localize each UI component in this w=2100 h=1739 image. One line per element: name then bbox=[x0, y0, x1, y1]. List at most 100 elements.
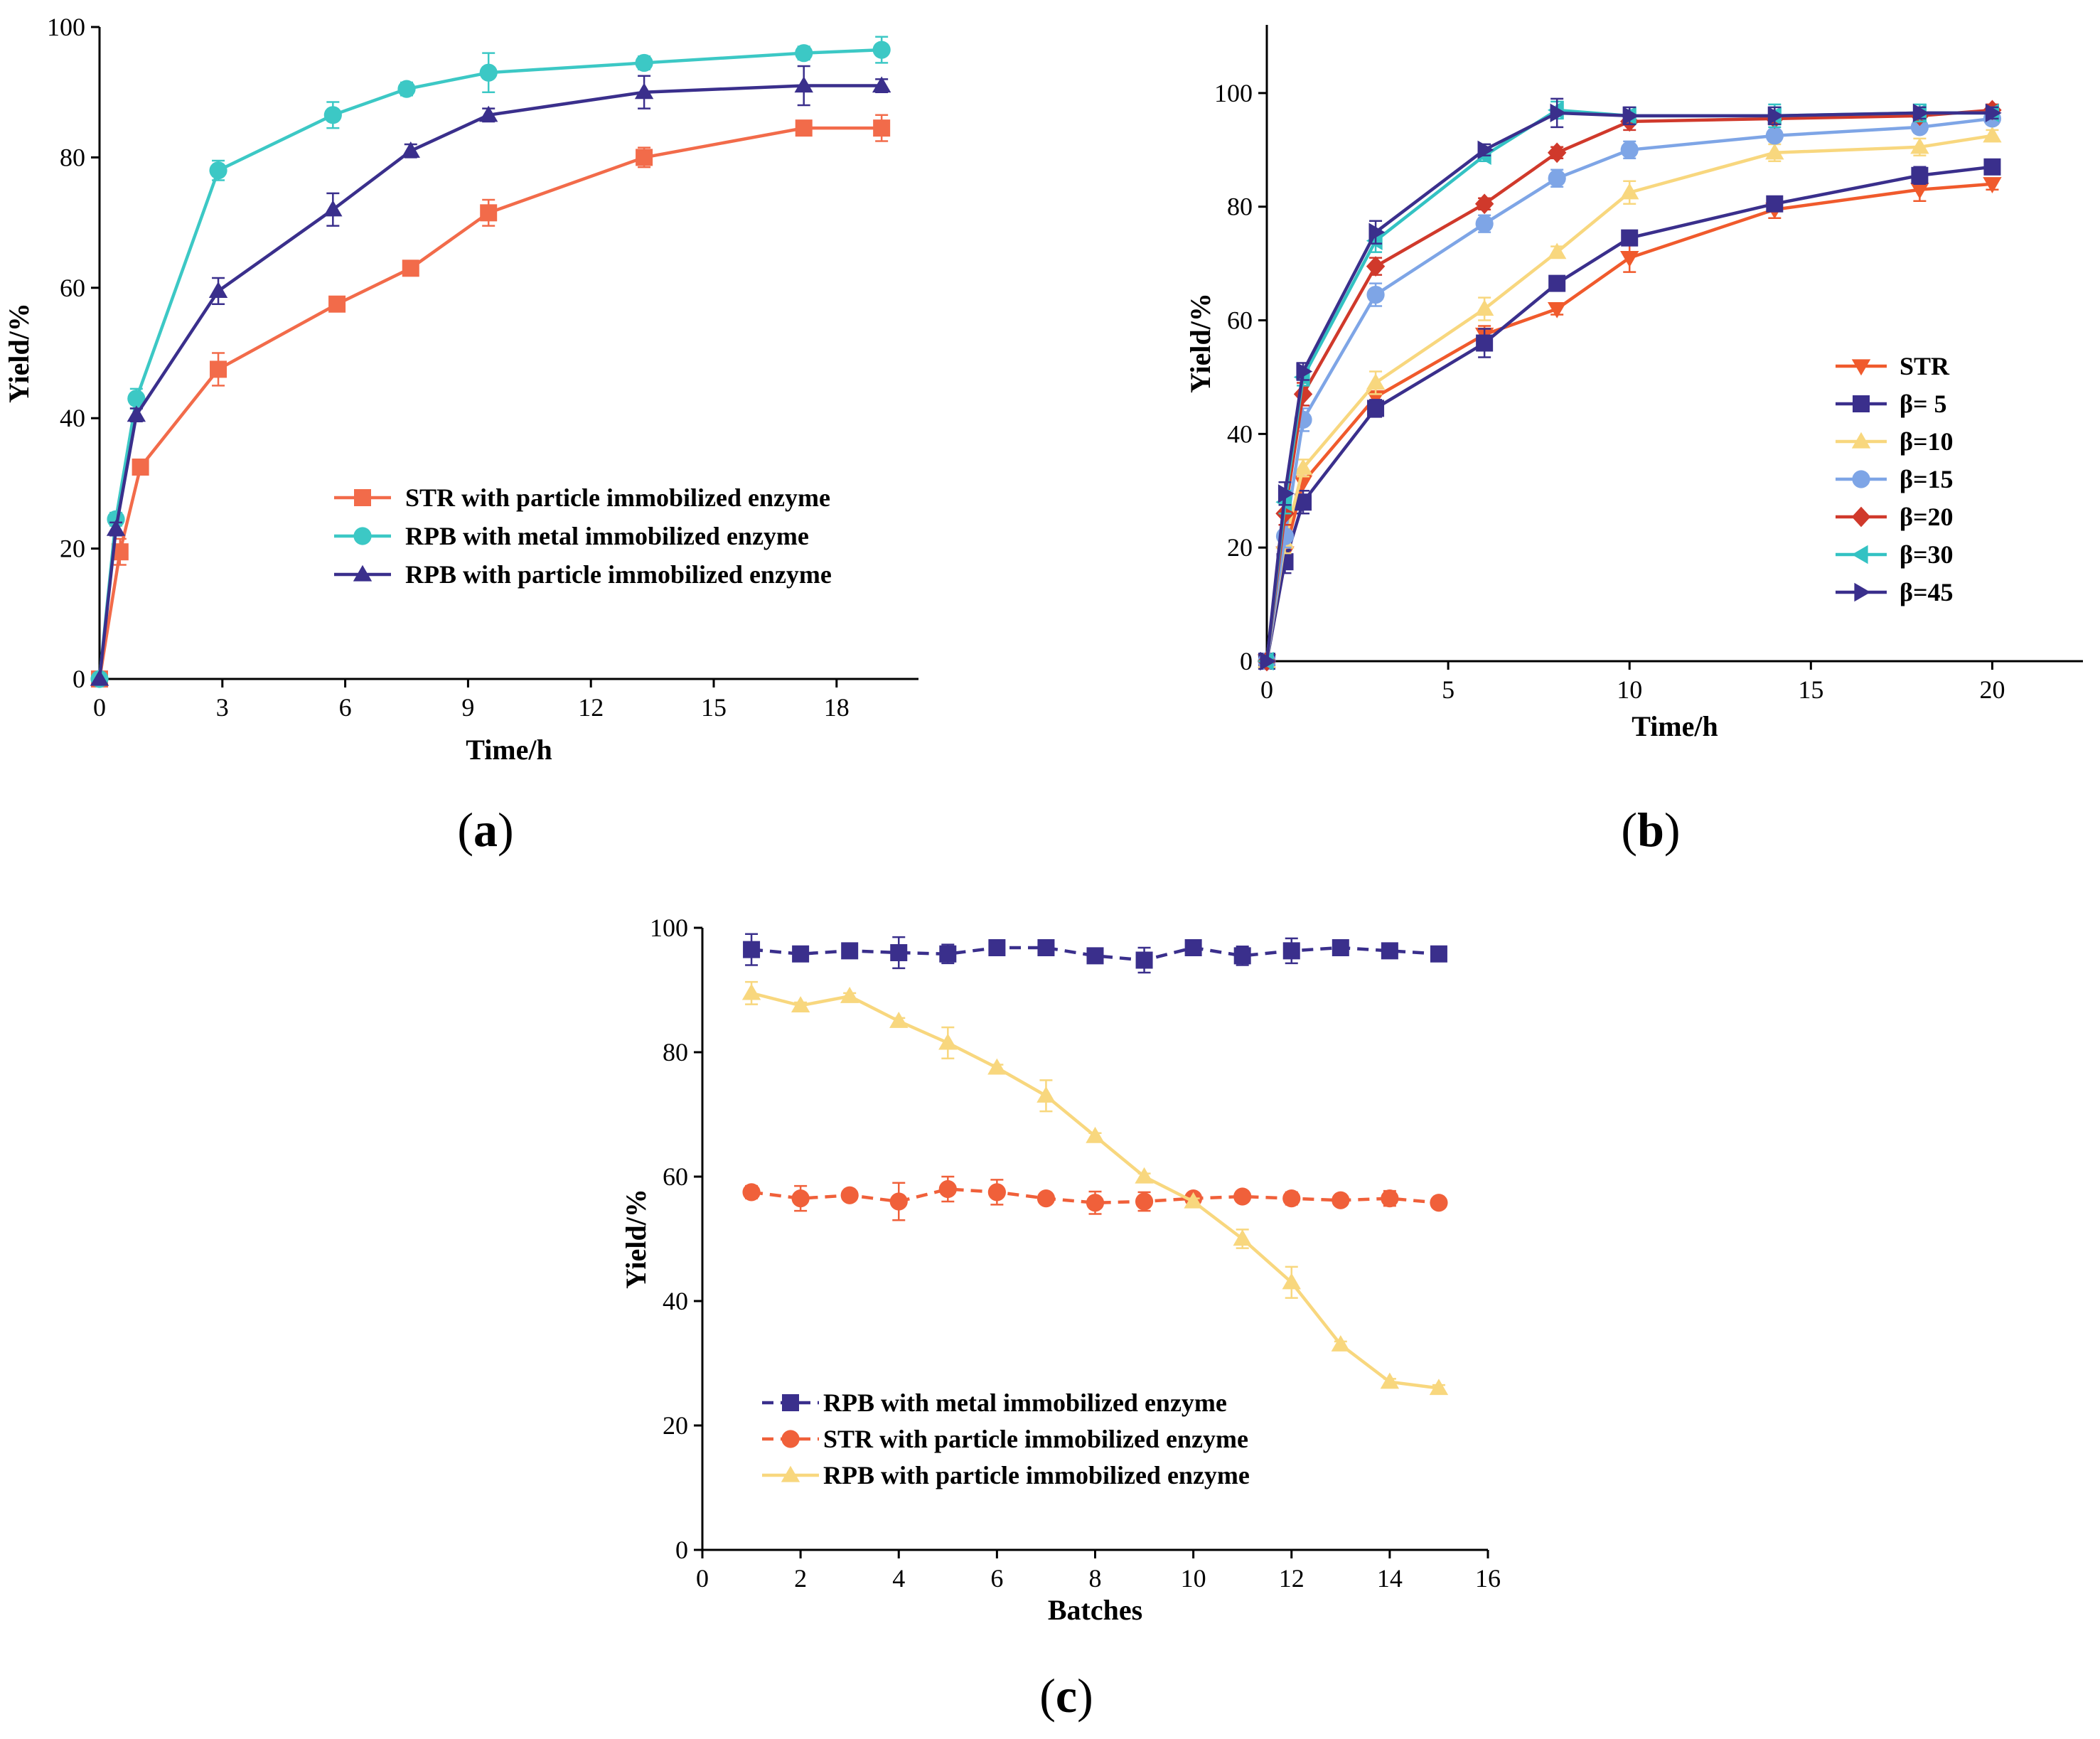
data-point bbox=[741, 983, 761, 1000]
y-axis-label: Yield/% bbox=[3, 303, 35, 403]
data-point bbox=[1367, 400, 1385, 417]
legend-entry: β=45 bbox=[1900, 578, 1953, 606]
data-point bbox=[208, 282, 228, 298]
data-point bbox=[1430, 945, 1447, 963]
legend-marker bbox=[1851, 432, 1871, 449]
data-point bbox=[323, 200, 343, 217]
series-line bbox=[1265, 165, 1993, 662]
x-tick-label: 0 bbox=[1260, 675, 1273, 704]
data-point bbox=[636, 149, 653, 166]
data-point bbox=[1983, 126, 2002, 143]
data-point bbox=[792, 945, 810, 963]
series-3 bbox=[741, 980, 1449, 1396]
y-axis-label: Yield/% bbox=[1184, 293, 1216, 393]
y-tick-label: 60 bbox=[1227, 306, 1253, 335]
data-point bbox=[1135, 951, 1153, 969]
y-tick-label: 100 bbox=[47, 13, 85, 41]
y-tick-label: 60 bbox=[60, 274, 85, 302]
x-tick-label: 0 bbox=[696, 1564, 709, 1593]
x-tick-label: 8 bbox=[1089, 1564, 1102, 1593]
y-tick-label: 40 bbox=[60, 404, 85, 432]
data-point bbox=[1767, 106, 1784, 126]
data-point bbox=[791, 1189, 810, 1208]
legend: STR with particle immobilized enzyme RPB … bbox=[334, 483, 832, 589]
data-point bbox=[1282, 1273, 1301, 1290]
series-line bbox=[751, 1187, 1440, 1205]
data-point bbox=[1765, 127, 1784, 145]
data-point bbox=[635, 53, 653, 73]
data-point bbox=[1910, 118, 1929, 137]
data-point bbox=[1381, 942, 1398, 960]
y-tick-label: 0 bbox=[675, 1536, 688, 1564]
data-point bbox=[1366, 256, 1386, 277]
data-point bbox=[1550, 103, 1567, 123]
data-point bbox=[1086, 1194, 1105, 1212]
x-tick-label: 2 bbox=[794, 1564, 807, 1593]
legend-marker bbox=[782, 1394, 799, 1411]
series-line bbox=[97, 84, 882, 680]
x-tick-label: 14 bbox=[1377, 1564, 1403, 1593]
series-line bbox=[1265, 111, 1993, 662]
data-point bbox=[1366, 231, 1383, 250]
data-point bbox=[397, 80, 416, 98]
data-point bbox=[1381, 1189, 1399, 1208]
data-point bbox=[841, 942, 859, 960]
data-point bbox=[107, 510, 125, 528]
data-point bbox=[401, 141, 420, 158]
legend-marker bbox=[781, 1430, 800, 1448]
legend: RPB with metal immobilized enzyme STR wit… bbox=[762, 1388, 1250, 1489]
legend: STR β= 5 β=10 β=15 β=20 β=30 β=45 bbox=[1836, 352, 1953, 606]
legend-entry: β=30 bbox=[1900, 540, 1953, 569]
data-point bbox=[1474, 193, 1494, 215]
legend-entry: RPB with metal immobilized enzyme bbox=[823, 1388, 1227, 1417]
data-point bbox=[1366, 373, 1386, 390]
data-point bbox=[328, 295, 346, 313]
data-point bbox=[1620, 251, 1639, 267]
series-line bbox=[1265, 108, 1993, 662]
x-tick-label: 6 bbox=[990, 1564, 1003, 1593]
series-1 bbox=[743, 933, 1447, 974]
legend-marker bbox=[1851, 545, 1868, 564]
y-tick-label: 80 bbox=[1227, 193, 1253, 221]
x-tick-label: 4 bbox=[892, 1564, 905, 1593]
y-tick-label: 100 bbox=[650, 914, 688, 942]
y-tick-label: 80 bbox=[60, 143, 85, 171]
x-axis-label: Time/h bbox=[466, 734, 552, 766]
data-point bbox=[1282, 942, 1300, 960]
data-point bbox=[840, 987, 859, 1003]
data-point bbox=[1547, 242, 1567, 259]
data-point bbox=[1277, 484, 1295, 503]
series-3 bbox=[1257, 126, 2002, 668]
series-2 bbox=[90, 36, 891, 688]
x-tick-label: 10 bbox=[1181, 1564, 1206, 1593]
legend-entry: β= 5 bbox=[1900, 390, 1946, 418]
data-point bbox=[873, 119, 891, 137]
data-point bbox=[1368, 223, 1386, 242]
data-point bbox=[127, 390, 146, 408]
data-point bbox=[742, 1183, 761, 1202]
legend-entry: STR with particle immobilized enzyme bbox=[823, 1425, 1248, 1453]
data-point bbox=[1548, 274, 1566, 292]
y-tick-label: 40 bbox=[1227, 419, 1253, 448]
data-point bbox=[1135, 1192, 1154, 1211]
data-point bbox=[1547, 301, 1567, 319]
series-line bbox=[97, 126, 882, 680]
data-point bbox=[1296, 362, 1313, 381]
series-1 bbox=[91, 114, 891, 687]
data-point bbox=[988, 939, 1006, 956]
data-point bbox=[872, 76, 891, 93]
data-point bbox=[791, 996, 810, 1012]
x-tick-label: 12 bbox=[1279, 1564, 1305, 1593]
chart-c: 0 2 4 6 8 10 12 14 16 0 20 40 60 80 100 Batches Yield/% R… bbox=[620, 914, 1501, 1723]
legend-entry: RPB with particle immobilized enzyme bbox=[405, 560, 832, 589]
legend-entry: RPB with metal immobilized enzyme bbox=[405, 522, 809, 550]
legend-marker bbox=[353, 527, 372, 545]
data-point bbox=[1233, 1187, 1252, 1206]
y-tick-label: 40 bbox=[663, 1287, 688, 1315]
legend-marker bbox=[354, 489, 371, 506]
legend-marker bbox=[353, 564, 373, 582]
series-line bbox=[1265, 117, 1993, 662]
data-point bbox=[1282, 1189, 1301, 1208]
data-point bbox=[840, 1186, 859, 1204]
